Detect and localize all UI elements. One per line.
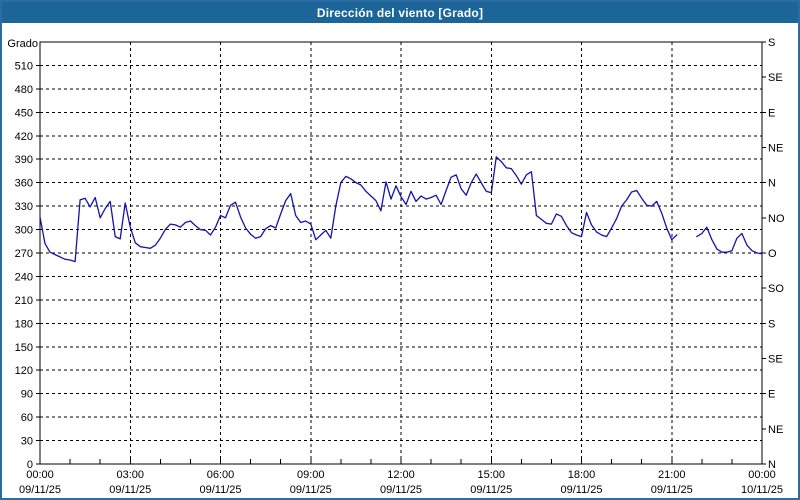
x-time-label: 21:00 xyxy=(658,469,686,481)
x-date-label: 09/11/25 xyxy=(199,484,241,496)
compass-label: N xyxy=(768,459,776,471)
y-tick-label: 150 xyxy=(15,342,33,354)
window-title: Dirección del viento [Grado] xyxy=(316,5,484,20)
x-time-label: 09:00 xyxy=(297,469,325,481)
x-time-label: 03:00 xyxy=(116,469,144,481)
y-tick-label: 270 xyxy=(15,248,33,260)
compass-label: O xyxy=(768,248,777,260)
x-time-label: 15:00 xyxy=(477,469,505,481)
y-tick-label: 510 xyxy=(15,60,33,72)
y-tick-label: 390 xyxy=(15,154,33,166)
wind-direction-line xyxy=(696,226,763,255)
compass-label: SE xyxy=(768,72,783,84)
y-tick-label: 120 xyxy=(15,365,33,377)
compass-label: SO xyxy=(768,283,784,295)
x-time-label: 00:00 xyxy=(748,469,776,481)
wind-direction-line xyxy=(39,156,678,263)
y-tick-label: 240 xyxy=(15,271,33,283)
x-date-label: 09/11/25 xyxy=(290,484,332,496)
compass-label: NE xyxy=(768,143,783,155)
compass-label: E xyxy=(768,389,775,401)
y-tick-label: 420 xyxy=(15,131,33,143)
x-time-label: 00:00 xyxy=(26,469,54,481)
compass-label: N xyxy=(768,178,776,190)
compass-label: NE xyxy=(768,424,783,436)
x-date-label: 09/11/25 xyxy=(651,484,693,496)
y-tick-label: 330 xyxy=(15,201,33,213)
y-tick-label: 180 xyxy=(15,318,33,330)
y-axis-title: Grado xyxy=(7,38,38,50)
y-tick-label: 360 xyxy=(15,178,33,190)
y-tick-label: 90 xyxy=(21,389,33,401)
y-tick-label: 480 xyxy=(15,84,33,96)
y-tick-label: 210 xyxy=(15,295,33,307)
x-date-label: 09/11/25 xyxy=(19,484,61,496)
x-date-label: 09/11/25 xyxy=(560,484,602,496)
y-tick-label: 0 xyxy=(27,459,33,471)
compass-label: S xyxy=(768,318,775,330)
x-time-label: 18:00 xyxy=(568,469,596,481)
window-title-bar: Dirección del viento [Grado] xyxy=(2,2,798,23)
x-date-label: 09/11/25 xyxy=(380,484,422,496)
plot-frame xyxy=(39,41,763,465)
compass-label: E xyxy=(768,107,775,119)
y-tick-label: 450 xyxy=(15,107,33,119)
x-time-label: 06:00 xyxy=(207,469,235,481)
compass-label: NO xyxy=(768,213,785,225)
y-tick-label: 60 xyxy=(21,412,33,424)
compass-label: SE xyxy=(768,354,783,366)
y-tick-label: 300 xyxy=(15,225,33,237)
compass-label: S xyxy=(768,37,775,49)
x-date-label: 09/11/25 xyxy=(109,484,151,496)
x-date-label: 10/11/25 xyxy=(741,484,783,496)
x-date-label: 09/11/25 xyxy=(470,484,512,496)
x-time-label: 12:00 xyxy=(387,469,415,481)
y-tick-label: 30 xyxy=(21,436,33,448)
